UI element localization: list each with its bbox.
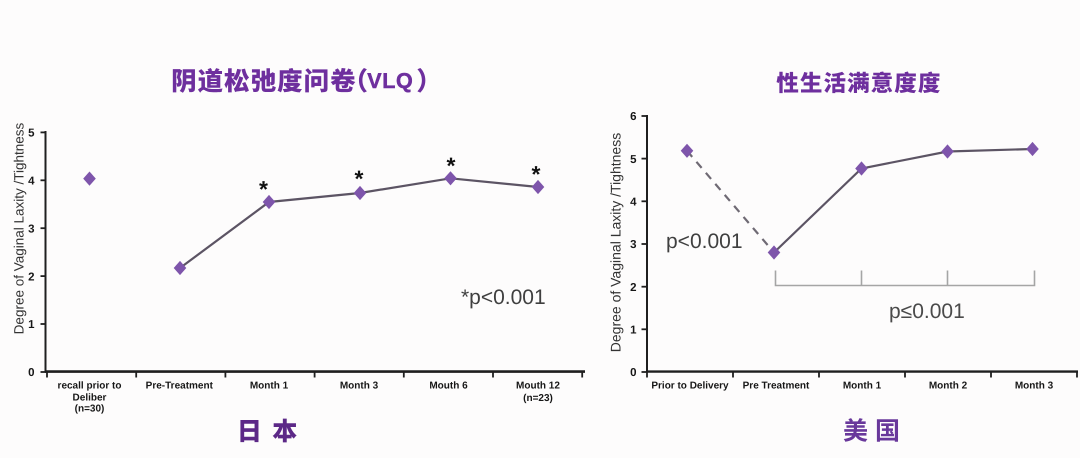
svg-text:5: 5 <box>28 128 35 140</box>
svg-text:4: 4 <box>28 176 35 188</box>
svg-text:Pre Treatment: Pre Treatment <box>743 381 810 392</box>
svg-text:*: * <box>447 153 456 179</box>
svg-text:0: 0 <box>28 367 34 379</box>
svg-text:*: * <box>355 166 364 192</box>
svg-text:Month 1: Month 1 <box>843 381 882 392</box>
svg-text:0: 0 <box>630 367 636 379</box>
svg-text:p<0.001: p<0.001 <box>666 230 743 253</box>
svg-text:VLQ: VLQ <box>367 69 413 93</box>
svg-text:Degree of Vaginal Laxity /Tigh: Degree of Vaginal Laxity /Tightness <box>12 122 27 334</box>
svg-text:Month 3: Month 3 <box>1015 381 1054 392</box>
svg-text:recall prior to: recall prior to <box>58 381 122 392</box>
svg-text:1: 1 <box>630 325 637 337</box>
svg-text:*: * <box>259 176 268 202</box>
svg-text:(n=23): (n=23) <box>523 393 553 404</box>
svg-text:(n=30): (n=30) <box>75 404 105 415</box>
svg-text:3: 3 <box>630 239 636 251</box>
svg-text:5: 5 <box>630 154 637 166</box>
svg-text:Month 2: Month 2 <box>929 381 968 392</box>
svg-text:Prior to Delivery: Prior to Delivery <box>651 381 729 392</box>
svg-text:Deliber: Deliber <box>73 392 107 403</box>
svg-text:Degree of Vaginal Laxity /Tigh: Degree of Vaginal Laxity /Tightness <box>608 133 624 352</box>
svg-text:2: 2 <box>28 271 34 283</box>
svg-text:6: 6 <box>630 111 636 123</box>
svg-text:3: 3 <box>28 223 34 235</box>
svg-text:4: 4 <box>630 197 637 209</box>
svg-text:2: 2 <box>630 282 636 294</box>
svg-text:*: * <box>532 161 541 187</box>
svg-text:p≤0.001: p≤0.001 <box>889 300 965 323</box>
svg-text:Mouth 6: Mouth 6 <box>429 381 468 392</box>
svg-text:1: 1 <box>28 319 35 331</box>
svg-text:Month 3: Month 3 <box>340 381 379 392</box>
svg-text:Mouth 12: Mouth 12 <box>516 381 560 392</box>
svg-text:Month 1: Month 1 <box>250 381 289 392</box>
svg-text:*p<0.001: *p<0.001 <box>461 286 546 309</box>
svg-text:Pre-Treatment: Pre-Treatment <box>146 381 214 392</box>
